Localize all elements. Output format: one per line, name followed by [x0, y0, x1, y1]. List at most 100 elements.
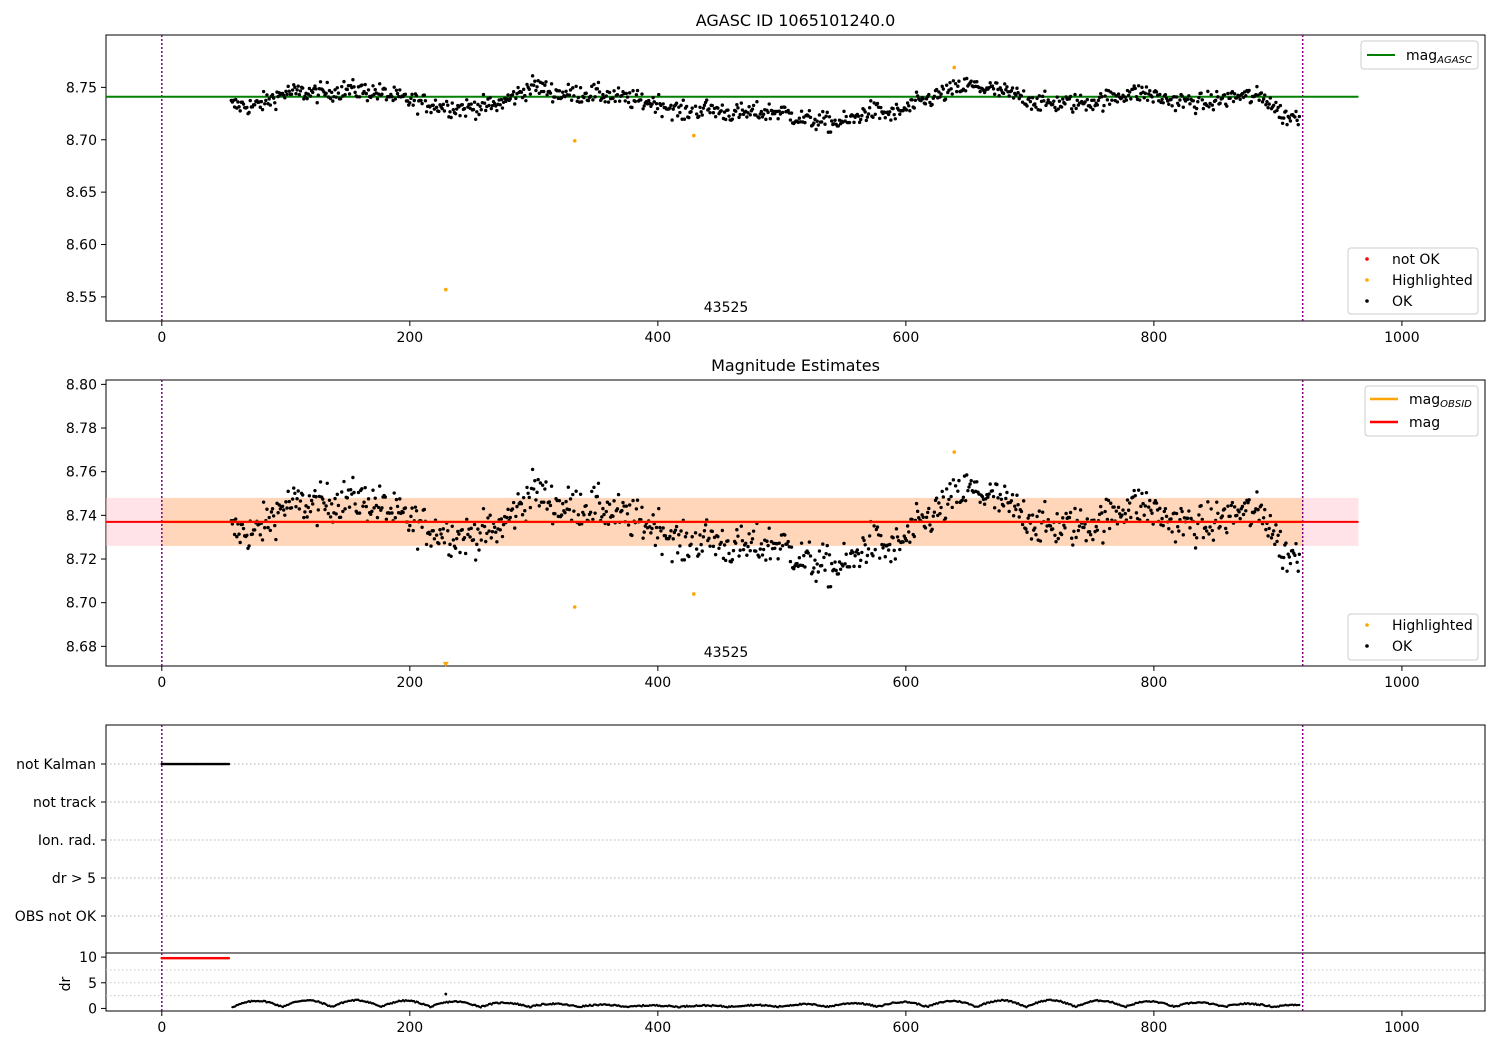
mag-ok-point — [1181, 533, 1185, 537]
agasc-ok-point — [1034, 105, 1038, 109]
mag-ok-point — [1095, 528, 1100, 532]
mag-ok-point — [559, 513, 564, 517]
mag-ok-point — [677, 533, 681, 537]
agasc-ok-point — [789, 111, 794, 115]
mag-ok-point — [1205, 529, 1209, 533]
mag-ok-point — [901, 540, 905, 544]
mag-ok-point — [872, 524, 876, 528]
mag-ok-point — [893, 557, 898, 561]
agasc-ok-point — [687, 115, 691, 120]
agasc-ok-point — [1181, 105, 1185, 109]
agasc-ok-point — [1264, 102, 1268, 107]
agasc-legend-entry: Highlighted — [1392, 273, 1473, 289]
mag-ok-point — [991, 494, 996, 499]
mag-ok-point — [889, 559, 893, 564]
mag-obsid-label: 43525 — [704, 645, 749, 661]
agasc-ok-point — [746, 111, 750, 115]
agasc-y-tick-label: 8.60 — [66, 238, 97, 254]
mag-ok-point — [860, 550, 864, 555]
agasc-ok-point — [734, 109, 738, 113]
mag-ok-point — [1128, 501, 1132, 505]
agasc-ok-point — [1042, 99, 1046, 103]
mag-ok-point — [1019, 509, 1024, 514]
mag-ok-point — [477, 548, 481, 552]
agasc-ok-point — [267, 97, 271, 101]
agasc-ok-point — [823, 122, 827, 126]
mag-ok-point — [1294, 541, 1298, 546]
mag-ok-point — [1276, 533, 1280, 537]
mag-ok-point — [907, 530, 911, 534]
agasc-ok-point — [879, 105, 883, 110]
mag-ok-point — [1148, 498, 1152, 503]
mag-ok-point — [535, 490, 539, 495]
agasc-ok-point — [287, 89, 291, 93]
mag-ok-point — [336, 503, 341, 508]
agasc-ok-point — [1191, 99, 1196, 103]
mag-ok-point — [1076, 528, 1081, 533]
mag-ok-point — [1112, 505, 1116, 509]
mag-title: Magnitude Estimates — [711, 356, 880, 375]
agasc-ok-point — [1098, 91, 1103, 96]
agasc-ok-point — [886, 112, 891, 117]
mag-ok-point — [466, 532, 470, 537]
agasc-ok-point — [238, 109, 242, 113]
mag-ok-point — [740, 539, 745, 543]
not-kalman-point — [227, 762, 231, 766]
mag-ok-point — [543, 487, 547, 491]
agasc-ok-point — [293, 85, 297, 89]
agasc-ok-point — [615, 93, 620, 97]
mag-ok-point — [463, 551, 468, 556]
agasc-ok-point — [1196, 100, 1200, 104]
agasc-ok-point — [766, 110, 770, 115]
agasc-ok-point — [1255, 84, 1259, 89]
mag-ok-point — [830, 561, 834, 566]
mag-y-tick-label: 8.74 — [66, 508, 97, 524]
agasc-ok-point — [1056, 107, 1060, 111]
agasc-ok-point — [335, 86, 339, 90]
mag-ok-point — [690, 535, 694, 539]
agasc-ok-point — [495, 108, 499, 113]
mag-ok-point — [620, 508, 624, 513]
agasc-frame — [105, 34, 1486, 322]
agasc-ok-point — [352, 85, 356, 89]
agasc-ok-point — [414, 93, 419, 98]
agasc-ok-point — [1293, 115, 1297, 119]
mag-ok-point — [1189, 516, 1193, 521]
agasc-ok-point — [1295, 118, 1299, 123]
agasc-ok-point — [247, 110, 251, 115]
agasc-ok-point — [453, 111, 458, 116]
mag-ok-point — [576, 513, 581, 517]
agasc-ok-point — [582, 95, 586, 100]
agasc-ok-point — [1177, 103, 1181, 108]
mag-ok-point — [305, 515, 309, 519]
agasc-ok-point — [727, 114, 731, 118]
dr-y-tick-label: 5 — [88, 976, 97, 992]
mag-ok-point — [631, 498, 635, 503]
agasc-ok-point — [588, 94, 593, 99]
agasc-ok-point — [607, 90, 612, 95]
agasc-ok-point — [1257, 98, 1261, 102]
agasc-ok-point — [593, 95, 597, 99]
mag-ok-point — [1114, 509, 1119, 513]
agasc-ok-point — [679, 103, 683, 108]
agasc-ok-point — [535, 85, 539, 89]
agasc-ok-point — [1016, 91, 1020, 95]
mag-ok-point — [767, 526, 771, 530]
agasc-ok-point — [395, 91, 400, 96]
agasc-ok-point — [905, 101, 910, 105]
agasc-ok-point — [481, 92, 486, 97]
mag-ok-point — [765, 539, 769, 543]
mag-ok-point — [921, 515, 925, 519]
mag-ok-point — [495, 540, 499, 544]
agasc-ok-point — [1164, 96, 1169, 101]
agasc-ok-point — [1068, 94, 1073, 99]
agasc-ok-point — [1019, 94, 1024, 98]
mag-ok-point — [484, 539, 488, 544]
agasc-ok-point — [764, 117, 768, 122]
agasc-ok-point — [953, 82, 958, 86]
mag-ok-point — [1125, 498, 1130, 502]
agasc-ok-point — [472, 100, 477, 104]
mag-highlighted-point — [692, 592, 696, 596]
agasc-ok-point — [297, 93, 302, 97]
agasc-ok-point — [634, 93, 639, 97]
